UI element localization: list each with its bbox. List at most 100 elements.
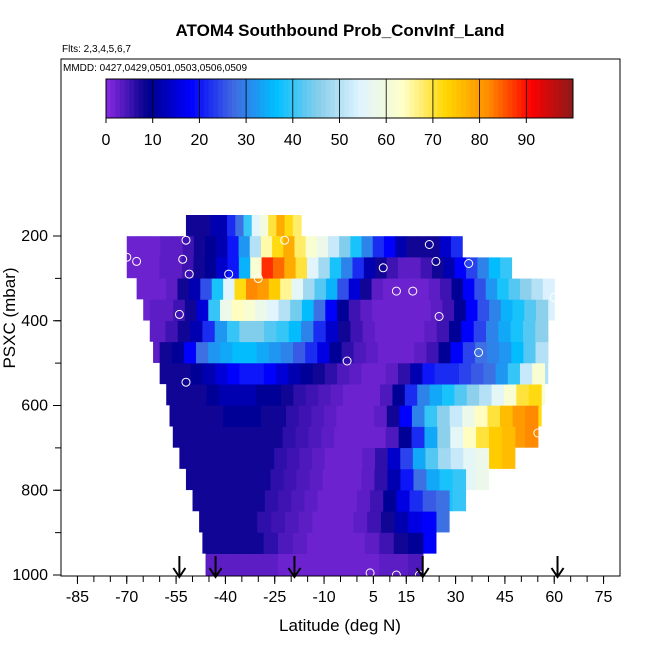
heatmap-cell [292,554,308,576]
colorbar-cell [521,79,527,118]
colorbar-cell [423,79,429,118]
colorbar-cell [386,79,392,118]
colorbar-cell [535,79,541,118]
colorbar-cell [334,79,340,118]
heatmap-cell [379,554,395,576]
colorbar-cell [544,79,551,118]
heatmap-cell [292,215,302,257]
y-tick-label: 200 [21,228,48,245]
heatmap-cell [372,236,385,279]
colorbar-tick-label: 50 [331,132,349,149]
colorbar-cell [199,79,205,118]
colorbar-cell [470,79,476,118]
heatmap-cell [316,236,329,279]
colorbar-tick-label: 70 [424,132,442,149]
colorbar-cell [152,79,158,118]
colorbar-cell [320,79,326,118]
data-marker [378,263,388,273]
heatmap-cell [276,215,286,257]
colorbar-cell [409,79,415,118]
colorbar-cell [460,79,467,118]
data-marker [181,377,191,387]
colorbar-cell [297,79,303,118]
colorbar-cell [451,79,457,118]
colorbar-cell [283,79,289,118]
y-tick-label: 400 [21,313,48,330]
x-tick-label: 5 [369,589,378,606]
heatmap-cell [220,554,236,576]
colorbar-cell [372,79,378,118]
colorbar-cell [222,79,228,118]
colorbar-cell [264,79,270,118]
colorbar-cell [540,79,546,118]
colorbar-cell [148,79,154,118]
colorbar-cell [166,79,172,118]
data-marker [391,286,401,296]
colorbar-cell [171,79,177,118]
heatmap-cell [501,426,516,469]
heatmap-cell [383,236,396,279]
heatmap-cell [126,236,139,279]
data-marker [342,356,352,366]
colorbar-cell [367,79,373,118]
heatmap-cell [352,257,365,300]
x-axis: -85 -70 -55 -40 -25 -10 5 15 30 45 60 75 [66,576,613,606]
x-tick-label: -40 [214,589,237,606]
heatmap-cell [272,236,284,279]
heatmap-cell [210,215,220,257]
colorbar-cell [110,79,116,118]
heatmap-cell [182,236,195,279]
colorbar-cell [124,79,130,118]
colorbar-cell [484,79,490,118]
colorbar-tick-label: 0 [102,132,111,149]
heatmap-cell [283,236,296,279]
heatmap-cell [397,257,410,300]
heatmap-cell [350,236,363,279]
colorbar-cell [330,79,336,118]
x-tick-label: -55 [165,589,188,606]
flight-arrow-head [287,567,302,579]
heatmap-cell [204,257,217,300]
heatmap-cell [268,215,277,257]
heatmap-cell [439,236,452,279]
colorbar-cell [418,79,425,118]
colorbar-cell [138,79,144,118]
colorbar-cell [474,79,481,118]
y-tick-label: 1000 [12,567,48,584]
data-marker [122,252,132,262]
colorbar-cell [134,79,140,118]
heatmap-cell [525,405,539,448]
heatmap-cell [463,448,477,491]
heatmap-cell [205,554,221,576]
data-marker [365,568,375,578]
colorbar [105,78,574,119]
colorbar-cell [400,79,406,118]
colorbar-cell [428,79,434,118]
colorbar-cell [362,79,369,118]
heatmap-cell [475,448,490,491]
data-marker [178,254,188,264]
heatmap-cell [202,215,212,257]
heatmap-cell [249,554,265,576]
colorbar-cell [432,79,439,118]
colorbar-cell [316,79,322,118]
heatmap-cell [477,257,490,300]
colorbar-cell [526,79,532,118]
heatmap-cell [137,236,150,279]
data-marker [434,312,444,321]
colorbar-cell [465,79,471,118]
heatmap-cell [488,257,501,300]
heatmap-cell [452,469,467,512]
colorbar-cell [274,79,280,118]
data-marker [280,235,290,245]
x-axis-label: Latitude (deg N) [279,616,401,635]
flight-arrow-head [172,567,187,579]
colorbar-cell [246,79,252,118]
heatmap-cell [235,215,245,257]
colorbar-cell [269,79,275,118]
heatmap-cell [260,236,273,279]
x-tick-label: -70 [115,589,138,606]
heatmap-cell [512,405,526,448]
dates-note: MMDD: 0427,0429,0501,0503,0506,0509 [63,63,247,74]
heatmap-cell [284,215,294,257]
